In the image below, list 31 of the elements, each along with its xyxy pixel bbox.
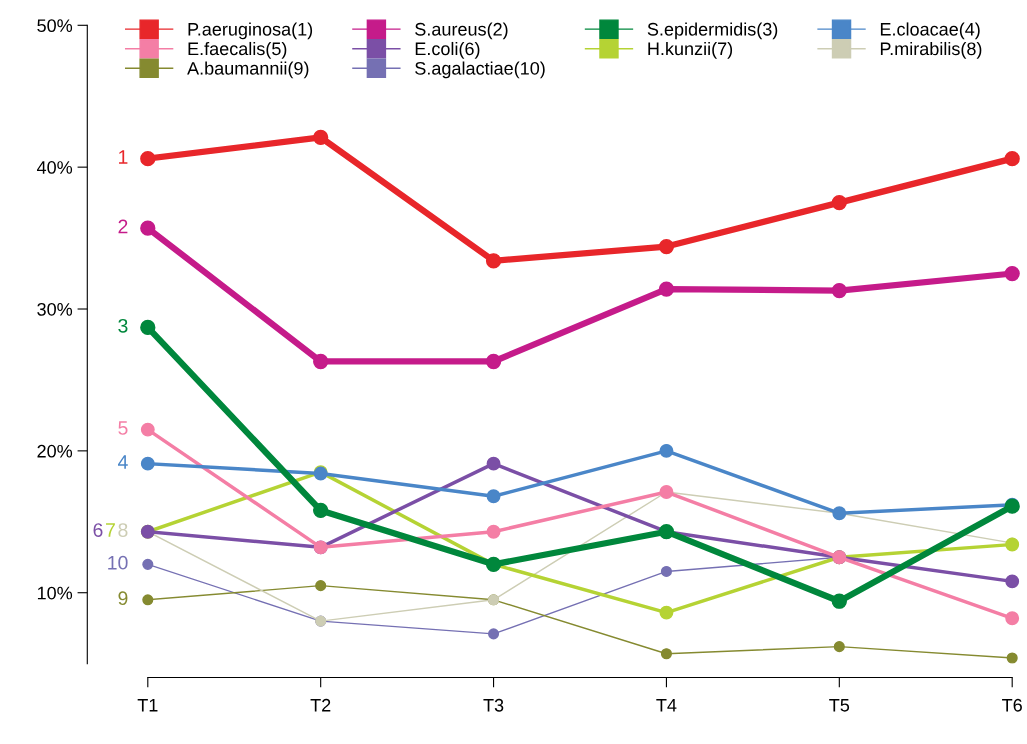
legend-label: S.epidermidis(3): [647, 22, 778, 40]
y-tick-label: 50%: [37, 19, 73, 33]
legend-label: S.agalactiae(10): [415, 61, 545, 79]
legend-label: E.cloacae(4): [880, 22, 980, 40]
annotation: 6: [93, 523, 103, 537]
annotation: 3: [118, 318, 128, 333]
y-tick-label: 20%: [37, 444, 73, 458]
legend-label: E.coli(6): [415, 41, 480, 59]
annotation: 5: [118, 421, 128, 435]
y-tick-label: 10%: [37, 586, 73, 600]
x-tick-label: T5: [829, 699, 850, 712]
annotation: 4: [117, 455, 128, 469]
legend-label: H.kunzii(7): [648, 41, 733, 59]
annotation: 2: [118, 219, 128, 234]
legend-label: A.baumannii(9): [187, 61, 309, 79]
x-tick-label: T2: [310, 698, 331, 712]
x-tick-label: T6: [1002, 698, 1022, 712]
legend-label: P.aeruginosa(1): [188, 22, 313, 40]
x-tick-label: T3: [483, 698, 504, 712]
x-tick-label: T1: [137, 699, 158, 712]
y-tick-label: 30%: [37, 302, 73, 316]
legend-label: P.mirabilis(8): [880, 41, 982, 59]
legend-label: E.faecalis(5): [188, 41, 287, 59]
annotation: 9: [118, 591, 128, 606]
x-tick-label: T4: [656, 699, 677, 712]
annotation: 8: [118, 523, 128, 537]
annotation: 7: [106, 523, 115, 537]
annotation: 1: [119, 150, 128, 164]
annotation: 10: [108, 555, 128, 570]
y-tick-label: 40%: [36, 161, 73, 174]
legend-label: S.aureus(2): [415, 22, 508, 40]
